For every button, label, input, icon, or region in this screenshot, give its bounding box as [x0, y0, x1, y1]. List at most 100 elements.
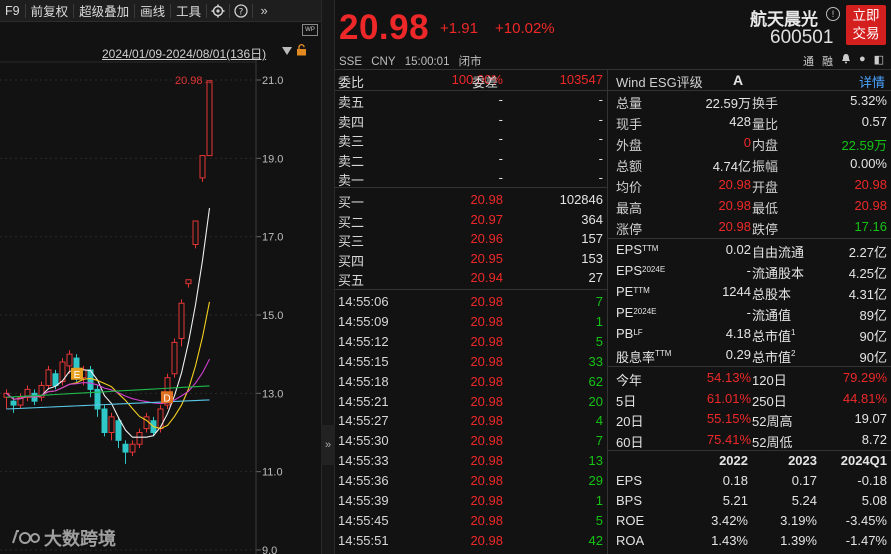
wp-badge[interactable]: WP	[302, 24, 318, 36]
dot-icon[interactable]: ●	[859, 53, 866, 65]
toolbar-draw[interactable]: 画线	[140, 5, 166, 19]
tick-price: 20.98	[470, 453, 503, 469]
divider	[24, 3, 26, 18]
expand-right-icon[interactable]: »	[260, 3, 268, 18]
valuation-row: PE 2024E - 流通值 89亿	[607, 303, 891, 324]
performance-row: 今年 54.13% 120日 79.29%	[607, 368, 891, 389]
tick-price: 20.98	[470, 353, 503, 369]
tick-time: 14:55:15	[338, 353, 389, 369]
dropdown-triangle-icon[interactable]	[282, 47, 292, 55]
stat-label: 最高	[616, 201, 643, 216]
divider	[170, 3, 172, 18]
stat-row: 总额 4.74亿 振幅 0.00%	[607, 154, 891, 175]
detail-link[interactable]: 详情	[858, 75, 885, 90]
performance-label: 52周高	[752, 414, 793, 429]
toolbar-adjust[interactable]: 前复权	[30, 5, 69, 19]
panel-divider	[321, 0, 335, 554]
event-marker-d	[161, 391, 173, 404]
ask-volume: -	[598, 150, 603, 166]
connect-icon[interactable]: 通	[803, 56, 814, 68]
lock-icon[interactable]	[296, 44, 308, 56]
info-icon[interactable]: !	[826, 7, 840, 21]
valuation-value: 0.02	[725, 242, 751, 257]
ask-row[interactable]: 卖四 - -	[335, 110, 607, 130]
valuation-value: 0.29	[725, 347, 751, 362]
toolbar-overlay[interactable]: 超级叠加	[79, 5, 130, 19]
date-range[interactable]: 2024/01/09-2024/08/01(136日)	[102, 47, 267, 61]
performance-value: 75.41%	[706, 431, 751, 447]
financial-value: -0.18	[857, 473, 887, 488]
stat-label: 振幅	[752, 159, 779, 174]
performance-label: 5日	[616, 393, 637, 409]
quote-header: 20.98 +1.91 +10.02% SSE CNY 15:00:01 闭市 …	[335, 0, 891, 70]
candle-body	[17, 396, 24, 406]
margin-icon[interactable]: 融	[822, 56, 833, 68]
tick-price: 20.98	[470, 333, 503, 349]
stat-label: 现手	[616, 117, 643, 132]
collapse-panel-button[interactable]: »	[321, 425, 335, 465]
y-tick-label: 9.0	[262, 545, 277, 554]
stat-row: 最高 20.98 最低 20.98	[607, 196, 891, 217]
bid-volume: 102846	[559, 192, 603, 207]
bid-price: 20.98	[470, 192, 503, 207]
valuation-row: 股息率 TTM 0.29 总市值 2 90亿	[607, 345, 891, 366]
candlestick-chart[interactable]: 21.0 19.0 17.0 15.0 13.0 11.0 9.0 E D	[0, 0, 321, 554]
bid-row[interactable]: 买三 20.96 157	[335, 229, 607, 249]
financial-value: 5.21	[722, 493, 748, 508]
candle-body	[10, 400, 17, 406]
tick-row: 14:55:27 20.98 4	[335, 411, 607, 431]
ask-row[interactable]: 卖一 - -	[335, 168, 607, 188]
performance-label: 120日	[752, 373, 787, 388]
trade-now-button[interactable]: 立即 交易	[846, 5, 886, 45]
valuation-row: EPS TTM 0.02 自由流通 2.27亿	[607, 240, 891, 261]
moving-average-line	[6, 399, 210, 410]
toolbar-f9[interactable]: F9	[5, 3, 20, 18]
layout-icon[interactable]: ◧	[873, 54, 885, 66]
chart-toolbar: F9 前复权 超级叠加 画线 工具 ? »	[0, 0, 321, 22]
divider	[229, 3, 231, 18]
candle-body	[66, 353, 73, 367]
performance-label: 250日	[752, 393, 787, 409]
performance-value: 19.07	[854, 411, 887, 426]
stat-value: 0	[743, 135, 751, 150]
valuation-label: 总市值 1	[752, 328, 796, 344]
kline-panel[interactable]: F9 前复权 超级叠加 画线 工具 ? » WP 2024/01/09-2024…	[0, 0, 321, 554]
performance-value: 55.15%	[706, 411, 751, 426]
financial-header: 2022	[719, 453, 748, 468]
quick-icons: 通 融 ● ◧	[803, 53, 884, 69]
stat-value: 20.98	[718, 219, 751, 234]
gear-icon[interactable]	[207, 0, 229, 22]
trade-button-line1: 立即	[852, 8, 880, 23]
tick-time: 14:55:39	[338, 493, 389, 508]
stat-value: 4.74亿	[712, 159, 751, 174]
bid-price: 20.97	[470, 211, 503, 227]
bid-row[interactable]: 买四 20.95 153	[335, 249, 607, 269]
valuation-label: 自由流通	[752, 245, 805, 260]
bid-row[interactable]: 买五 20.94 27	[335, 268, 607, 288]
ask-row[interactable]: 卖五 - -	[335, 90, 607, 110]
ask-volume: -	[598, 111, 603, 127]
bid-price: 20.96	[470, 231, 503, 246]
performance-row: 20日 55.15% 52周高 19.07	[607, 409, 891, 430]
ask-row[interactable]: 卖三 - -	[335, 129, 607, 149]
moving-average-line	[6, 385, 210, 398]
valuation-label-superscript: 2	[791, 349, 796, 358]
performance-value: 54.13%	[706, 370, 751, 385]
valuation-label-superscript: TTM	[655, 349, 672, 358]
bid-row[interactable]: 买一 20.98 102846	[335, 190, 607, 210]
candle-body	[143, 416, 150, 430]
ask-price: -	[498, 150, 503, 166]
toolbar-tools[interactable]: 工具	[176, 5, 202, 19]
candle-body	[38, 385, 45, 398]
weibi-value: 100.00%	[451, 72, 503, 87]
tick-price: 20.98	[470, 473, 503, 489]
divider	[335, 90, 607, 91]
tick-price: 20.98	[470, 413, 503, 429]
ask-row[interactable]: 卖二 - -	[335, 149, 607, 169]
help-icon[interactable]: ?	[230, 0, 252, 22]
bell-icon[interactable]	[841, 53, 851, 69]
esg-row: Wind ESG评级 A 详情	[607, 70, 891, 91]
tick-row: 14:55:39 20.98 1	[335, 491, 607, 511]
bid-row[interactable]: 买二 20.97 364	[335, 210, 607, 230]
financial-row: EPS 0.18 0.17 -0.18	[607, 471, 891, 492]
